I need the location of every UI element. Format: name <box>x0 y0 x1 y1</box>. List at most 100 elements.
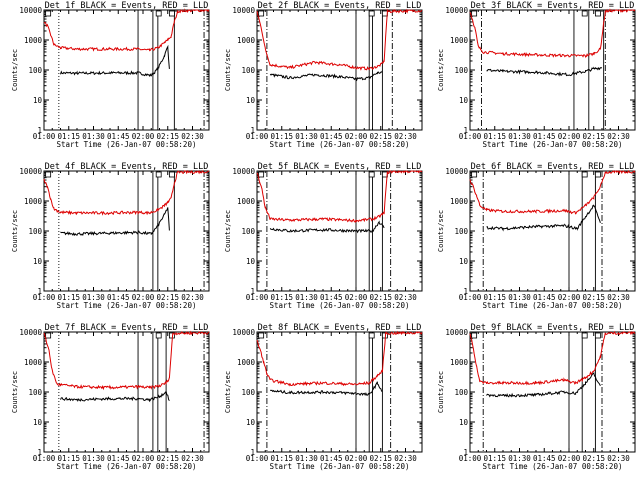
lld-rate-line <box>43 169 210 216</box>
chart-title: Det 1f BLACK = Events, RED = LLD <box>45 1 209 11</box>
y-tick-label: 1 <box>37 287 42 296</box>
x-axis-label: Start Time (26-Jan-07 00:58:20) <box>57 462 197 471</box>
x-tick-label: 01:30 <box>295 132 318 141</box>
flag-box <box>595 332 601 339</box>
chart-title: Det 7f BLACK = Events, RED = LLD <box>45 323 209 333</box>
x-tick-label: 01:45 <box>320 454 343 463</box>
x-tick-label: 02:15 <box>582 293 605 302</box>
flag-box <box>581 10 588 17</box>
y-tick-label: 1 <box>37 126 42 135</box>
y-tick-label: 1 <box>250 448 255 457</box>
plot-frame <box>43 9 210 131</box>
chart-title: Det 5f BLACK = Events, RED = LLD <box>258 162 422 172</box>
x-tick-label: 01:15 <box>57 293 80 302</box>
x-tick-label: 01:15 <box>270 293 293 302</box>
y-tick-label: 1 <box>463 448 468 457</box>
x-tick-label: 01:15 <box>483 293 506 302</box>
lld-rate-line <box>469 8 636 59</box>
flag-box <box>258 10 265 17</box>
x-tick-label: 02:15 <box>156 293 179 302</box>
y-tick-label: 10000 <box>19 167 42 176</box>
chart-title: Det 4f BLACK = Events, RED = LLD <box>45 162 209 172</box>
lld-rate-line <box>256 170 423 223</box>
events-rate-line <box>486 204 601 232</box>
lld-rate-line <box>256 330 423 387</box>
flag-box <box>595 171 601 178</box>
chart-title: Det 2f BLACK = Events, RED = LLD <box>258 1 422 11</box>
y-tick-label: 100 <box>454 388 468 397</box>
x-axis-label: Start Time (26-Jan-07 00:58:20) <box>57 140 197 149</box>
flag-box <box>155 10 162 17</box>
y-tick-label: 100 <box>454 227 468 236</box>
y-tick-label: 1000 <box>450 36 469 45</box>
flag-box <box>168 171 175 178</box>
x-tick-label: 02:30 <box>181 454 204 463</box>
y-axis-label: Counts/sec <box>224 49 232 91</box>
y-axis-label: Counts/sec <box>437 49 445 91</box>
x-tick-label: 02:30 <box>394 454 417 463</box>
y-tick-label: 1000 <box>237 197 256 206</box>
x-tick-label: 01:45 <box>533 293 556 302</box>
y-tick-label: 100 <box>28 227 42 236</box>
plot-frame <box>43 170 210 292</box>
y-tick-label: 100 <box>454 66 468 75</box>
x-axis-label: Start Time (26-Jan-07 00:58:20) <box>270 140 410 149</box>
flag-box <box>471 171 478 178</box>
flag-box <box>155 332 162 339</box>
x-tick-label: 01:00 <box>33 293 56 302</box>
flag-box <box>581 332 588 339</box>
x-axis-label: Start Time (26-Jan-07 00:58:20) <box>483 301 623 310</box>
x-axis-label: Start Time (26-Jan-07 00:58:20) <box>483 140 623 149</box>
y-tick-label: 1000 <box>450 358 469 367</box>
plot-frame <box>256 9 423 131</box>
x-tick-label: 02:30 <box>607 132 630 141</box>
x-tick-label: 01:45 <box>107 293 130 302</box>
flag-box <box>368 171 375 178</box>
plot-frame <box>469 170 636 292</box>
x-tick-label: 01:30 <box>82 293 105 302</box>
y-tick-label: 10000 <box>445 167 468 176</box>
x-tick-label: 01:30 <box>508 293 531 302</box>
y-tick-label: 1000 <box>24 197 43 206</box>
y-tick-label: 100 <box>241 227 255 236</box>
y-tick-label: 1000 <box>24 36 43 45</box>
y-tick-label: 10 <box>33 418 43 427</box>
plot-frame <box>43 331 210 453</box>
chart-panel-7f: Det 7f BLACK = Events, RED = LLD 1 10 100 10… <box>11 323 210 471</box>
y-axis-label: Counts/sec <box>224 210 232 252</box>
y-tick-label: 10 <box>246 257 256 266</box>
x-tick-label: 01:45 <box>533 132 556 141</box>
y-axis-label: Counts/sec <box>437 210 445 252</box>
x-tick-label: 02:30 <box>394 132 417 141</box>
events-rate-line <box>486 66 603 77</box>
flag-box <box>368 10 375 17</box>
x-tick-label: 01:30 <box>295 454 318 463</box>
y-axis-label: Counts/sec <box>437 371 445 413</box>
chart-panel-4f: Det 4f BLACK = Events, RED = LLD 1 10 100 10… <box>11 162 210 310</box>
x-tick-label: 01:30 <box>508 132 531 141</box>
x-tick-label: 02:00 <box>345 132 368 141</box>
x-tick-label: 01:00 <box>459 132 482 141</box>
events-rate-line <box>269 381 383 396</box>
y-tick-label: 1000 <box>450 197 469 206</box>
x-tick-label: 01:45 <box>533 454 556 463</box>
x-tick-label: 02:00 <box>345 293 368 302</box>
y-tick-label: 10000 <box>232 6 255 15</box>
lld-rate-line <box>256 8 423 71</box>
y-tick-label: 10 <box>33 96 43 105</box>
lld-rate-line <box>469 169 636 215</box>
events-rate-line <box>269 70 383 82</box>
y-tick-label: 1 <box>250 126 255 135</box>
x-tick-label: 01:30 <box>82 454 105 463</box>
x-tick-label: 01:00 <box>33 132 56 141</box>
events-rate-line <box>486 371 601 398</box>
chart-title: Det 6f BLACK = Events, RED = LLD <box>471 162 635 172</box>
chart-panel-9f: Det 9f BLACK = Events, RED = LLD 1 10 100 10… <box>437 323 636 471</box>
y-tick-label: 10 <box>459 418 469 427</box>
x-tick-label: 02:00 <box>558 293 581 302</box>
chart-panel-6f: Det 6f BLACK = Events, RED = LLD 1 10 100 10… <box>437 162 636 310</box>
lld-rate-line <box>43 8 210 52</box>
y-tick-label: 10000 <box>19 6 42 15</box>
x-tick-label: 02:00 <box>132 454 155 463</box>
x-tick-label: 01:15 <box>483 454 506 463</box>
